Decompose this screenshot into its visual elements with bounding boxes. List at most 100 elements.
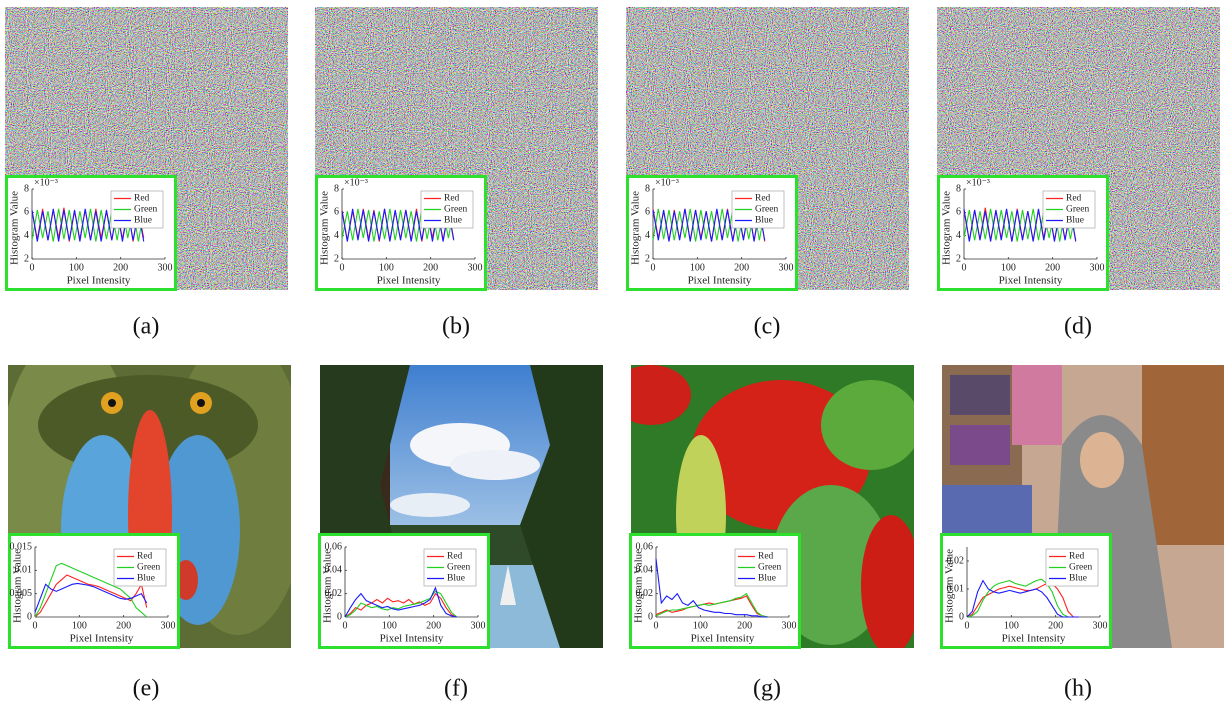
- x-tick-label: 200: [423, 262, 438, 273]
- y-tick-label: 4: [334, 230, 339, 241]
- y-tick-label: 2: [645, 253, 650, 264]
- legend-label: Green: [1069, 563, 1092, 573]
- x-tick-label: 0: [30, 262, 35, 273]
- x-tick-label: 300: [471, 620, 486, 631]
- x-tick-label: 100: [72, 620, 87, 631]
- y-tick-label: 2: [956, 253, 961, 264]
- x-tick-label: 100: [69, 262, 84, 273]
- panel-caption: (c): [754, 314, 781, 340]
- legend-label: Blue: [758, 574, 776, 584]
- y-axis-label: Histogram Value: [322, 549, 334, 623]
- panel-caption: (d): [1064, 314, 1092, 340]
- histogram-inset: 010020030000.0050.010.015Pixel Intensity…: [10, 535, 179, 648]
- x-tick-label: 0: [340, 262, 345, 273]
- panel-caption: (a): [133, 314, 160, 340]
- x-axis-label: Pixel Intensity: [377, 275, 441, 287]
- y-tick-label: 8: [645, 183, 650, 194]
- y-tick-label: 0: [27, 611, 32, 622]
- legend-label: Red: [137, 552, 153, 562]
- x-tick-label: 0: [651, 262, 656, 273]
- y-multiplier: ×10⁻³: [344, 177, 368, 188]
- legend-label: Blue: [1069, 574, 1087, 584]
- legend-label: Red: [444, 194, 460, 204]
- legend-label: Green: [758, 563, 781, 573]
- y-axis-label: Histogram Value: [944, 549, 956, 623]
- x-tick-label: 200: [737, 620, 752, 631]
- x-tick-label: 200: [116, 620, 131, 631]
- x-axis-label: Pixel Intensity: [688, 275, 752, 287]
- y-multiplier: ×10⁻³: [966, 177, 990, 188]
- x-tick-label: 0: [33, 620, 38, 631]
- legend-label: Blue: [755, 216, 773, 226]
- x-tick-label: 0: [965, 620, 970, 631]
- x-tick-label: 100: [693, 620, 708, 631]
- x-tick-label: 300: [158, 262, 173, 273]
- x-tick-label: 300: [1093, 620, 1108, 631]
- x-axis-label: Pixel Intensity: [1002, 633, 1066, 645]
- panel-caption: (f): [444, 676, 468, 702]
- x-tick-label: 200: [426, 620, 441, 631]
- y-multiplier: ×10⁻³: [655, 177, 679, 188]
- x-axis-label: Pixel Intensity: [691, 633, 755, 645]
- histogram-inset: 0 100 200 300 2 4 6 8 ×10⁻³ Pixel Intensity Histog…: [7, 177, 176, 290]
- y-axis-label: Histogram Value: [9, 191, 21, 265]
- x-tick-label: 300: [161, 620, 176, 631]
- y-axis-label: Histogram Value: [633, 549, 645, 623]
- legend-label: Red: [1069, 552, 1085, 562]
- page: {"chart_data": [ {"type": "line", "capti…: [0, 0, 1224, 714]
- x-tick-label: 300: [468, 262, 483, 273]
- x-axis-label: Pixel Intensity: [999, 275, 1063, 287]
- legend-label: Red: [134, 194, 150, 204]
- x-tick-label: 300: [1090, 262, 1105, 273]
- legend-label: Red: [758, 552, 774, 562]
- x-tick-label: 200: [113, 262, 128, 273]
- y-tick-label: 8: [956, 183, 961, 194]
- legend-label: Blue: [134, 216, 152, 226]
- x-tick-label: 0: [654, 620, 659, 631]
- legend-label: Green: [447, 563, 470, 573]
- legend-label: Red: [755, 194, 771, 204]
- legend-label: Green: [1066, 205, 1089, 215]
- histogram-inset: 010020030000.020.040.06Pixel IntensityHi…: [320, 535, 489, 648]
- y-axis-label: Histogram Value: [319, 191, 331, 265]
- y-axis-label: Histogram Value: [941, 191, 953, 265]
- x-tick-label: 0: [343, 620, 348, 631]
- y-tick-label: 2: [334, 253, 339, 264]
- y-multiplier: ×10⁻³: [34, 177, 58, 188]
- x-tick-label: 100: [1001, 262, 1016, 273]
- legend-label: Blue: [137, 574, 155, 584]
- legend-label: Red: [1066, 194, 1082, 204]
- legend-label: Green: [444, 205, 467, 215]
- y-tick-label: 6: [334, 207, 339, 218]
- y-tick-label: 6: [24, 207, 29, 218]
- y-tick-label: 8: [24, 183, 29, 194]
- legend-label: Red: [447, 552, 463, 562]
- x-tick-label: 100: [690, 262, 705, 273]
- x-axis-label: Pixel Intensity: [380, 633, 444, 645]
- y-tick-label: 4: [24, 230, 29, 241]
- panel-caption: (g): [753, 676, 781, 702]
- y-tick-label: 4: [956, 230, 961, 241]
- y-axis-label: Histogram Value: [12, 549, 24, 623]
- legend-label: Blue: [447, 574, 465, 584]
- x-tick-label: 0: [962, 262, 967, 273]
- panel-caption: (h): [1064, 676, 1092, 702]
- y-tick-label: 0: [337, 611, 342, 622]
- panel-caption: (b): [442, 314, 470, 340]
- legend-label: Green: [137, 563, 160, 573]
- x-tick-label: 200: [1048, 620, 1063, 631]
- panel-caption: (e): [133, 676, 160, 702]
- y-axis-label: Histogram Value: [630, 191, 642, 265]
- y-tick-label: 0: [648, 611, 653, 622]
- x-axis-label: Pixel Intensity: [70, 633, 134, 645]
- x-tick-label: 100: [1004, 620, 1019, 631]
- x-axis-label: Pixel Intensity: [67, 275, 131, 287]
- legend-label: Blue: [444, 216, 462, 226]
- legend-label: Green: [134, 205, 157, 215]
- x-tick-label: 300: [782, 620, 797, 631]
- y-tick-label: 2: [24, 253, 29, 264]
